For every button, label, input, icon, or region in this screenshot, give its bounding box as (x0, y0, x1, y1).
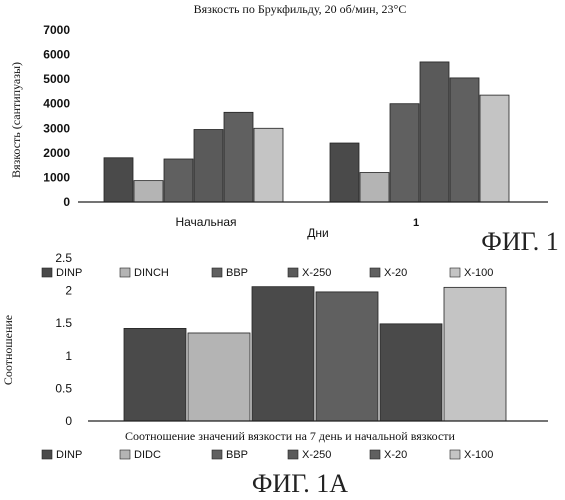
chart-ratio: DINP DINCH BBP X-250 X-20 X-100 Соотношение 0… (1, 251, 548, 498)
chart1-y-tick-label: 2000 (43, 146, 70, 160)
chart1-bar (450, 78, 479, 202)
chart2-legend-bottom-entry-label: DINP (56, 449, 82, 461)
chart1-y-tick-label: 3000 (43, 121, 70, 135)
chart2-legend-bottom-swatch (120, 450, 130, 459)
chart2-legend-bottom-entry-label: DIDC (134, 449, 161, 461)
chart2-legend-bottom-entry-label: X-20 (384, 449, 407, 461)
chart2-legend-top-swatch (370, 268, 380, 277)
chart1-xlabel: Дни (307, 226, 328, 240)
chart1-category-label-initial: Начальная (175, 215, 236, 229)
chart2-legend-top-swatch (450, 268, 460, 277)
chart1-category-label-day1: 1 (413, 217, 419, 229)
chart1-bar (224, 112, 253, 202)
chart2-legend-top-entry-label: BBP (226, 267, 248, 279)
chart1-bar (134, 181, 163, 202)
chart-viscosity: Вязкость по Брукфильду, 20 об/мин, 23°С … (9, 2, 559, 256)
chart1-y-ticks: 0 1000 2000 3000 4000 5000 6000 7000 (43, 23, 70, 209)
chart1-y-tick-label: 0 (63, 195, 70, 209)
chart2-legend-bottom-swatch (450, 450, 460, 459)
chart2-legend-top-entry-label: DINCH (134, 267, 169, 279)
chart2-bar (316, 292, 378, 421)
chart2-legend-top-entry-label: DINP (56, 267, 82, 279)
chart1-y-tick-label: 6000 (43, 48, 70, 62)
chart2-legend-top-swatch (42, 268, 52, 277)
chart1-title: Вязкость по Брукфильду, 20 об/мин, 23°С (194, 2, 407, 16)
chart2-figure-label: ФИГ. 1А (252, 469, 348, 498)
chart2-y-tick-label: 2 (65, 284, 72, 298)
chart1-bar (194, 130, 223, 202)
chart2-legend-bottom-entry-label: X-100 (464, 449, 493, 461)
chart2-legend-top-swatch (120, 268, 130, 277)
chart2-legend-bottom-swatch (42, 450, 52, 459)
chart2-legend-top-entry-label: X-20 (384, 267, 407, 279)
chart2-legend-bottom-swatch (288, 450, 298, 459)
chart2-legend-top-entry-label: X-100 (464, 267, 493, 279)
chart2-bar (252, 287, 314, 421)
chart1-bar (390, 104, 419, 202)
chart2-legend-top-swatch (212, 268, 222, 277)
chart1-bar (480, 95, 509, 202)
chart1-y-tick-label: 7000 (43, 23, 70, 37)
chart1-y-tick-label: 4000 (43, 97, 70, 111)
chart2-legend-bottom-entry-label: X-250 (302, 449, 331, 461)
chart2-legend-top-entry-label: X-250 (302, 267, 331, 279)
chart1-y-tick-label: 5000 (43, 72, 70, 86)
chart1-bar (164, 159, 193, 202)
chart2-legend-bottom-swatch (212, 450, 222, 459)
chart1-bar (420, 62, 449, 202)
chart2-y-tick-label: 1.5 (55, 316, 72, 330)
chart1-bars (104, 62, 509, 202)
chart1-bar (360, 173, 389, 202)
chart2-bar (188, 333, 250, 421)
chart2-y-tick-label: 2.5 (55, 251, 72, 265)
chart2-legend-top: DINP DINCH BBP X-250 X-20 X-100 (42, 267, 493, 279)
chart1-figure-label: ФИГ. 1 (481, 227, 558, 256)
chart2-legend-bottom: DINP DIDC BBP X-250 X-20 X-100 (42, 449, 493, 461)
chart2-ylabel: Соотношение (1, 315, 15, 385)
chart2-y-tick-label: 1 (65, 349, 72, 363)
chart2-bar (124, 328, 186, 421)
chart2-legend-top-swatch (288, 268, 298, 277)
chart2-bar (380, 324, 442, 421)
chart1-ylabel: Вязкость (сантипуазы) (9, 62, 23, 178)
chart1-y-tick-label: 1000 (43, 170, 70, 184)
chart1-bar (330, 143, 359, 202)
chart2-y-tick-label: 0 (65, 414, 72, 428)
chart2-bar (444, 287, 506, 421)
chart1-bar (104, 158, 133, 202)
chart2-xlabel: Соотношение значений вязкости на 7 день … (125, 429, 456, 443)
chart2-legend-bottom-swatch (370, 450, 380, 459)
chart2-bars (124, 287, 506, 421)
chart1-bar (254, 128, 283, 202)
chart2-y-tick-label: 0.5 (55, 381, 72, 395)
chart2-legend-bottom-entry-label: BBP (226, 449, 248, 461)
